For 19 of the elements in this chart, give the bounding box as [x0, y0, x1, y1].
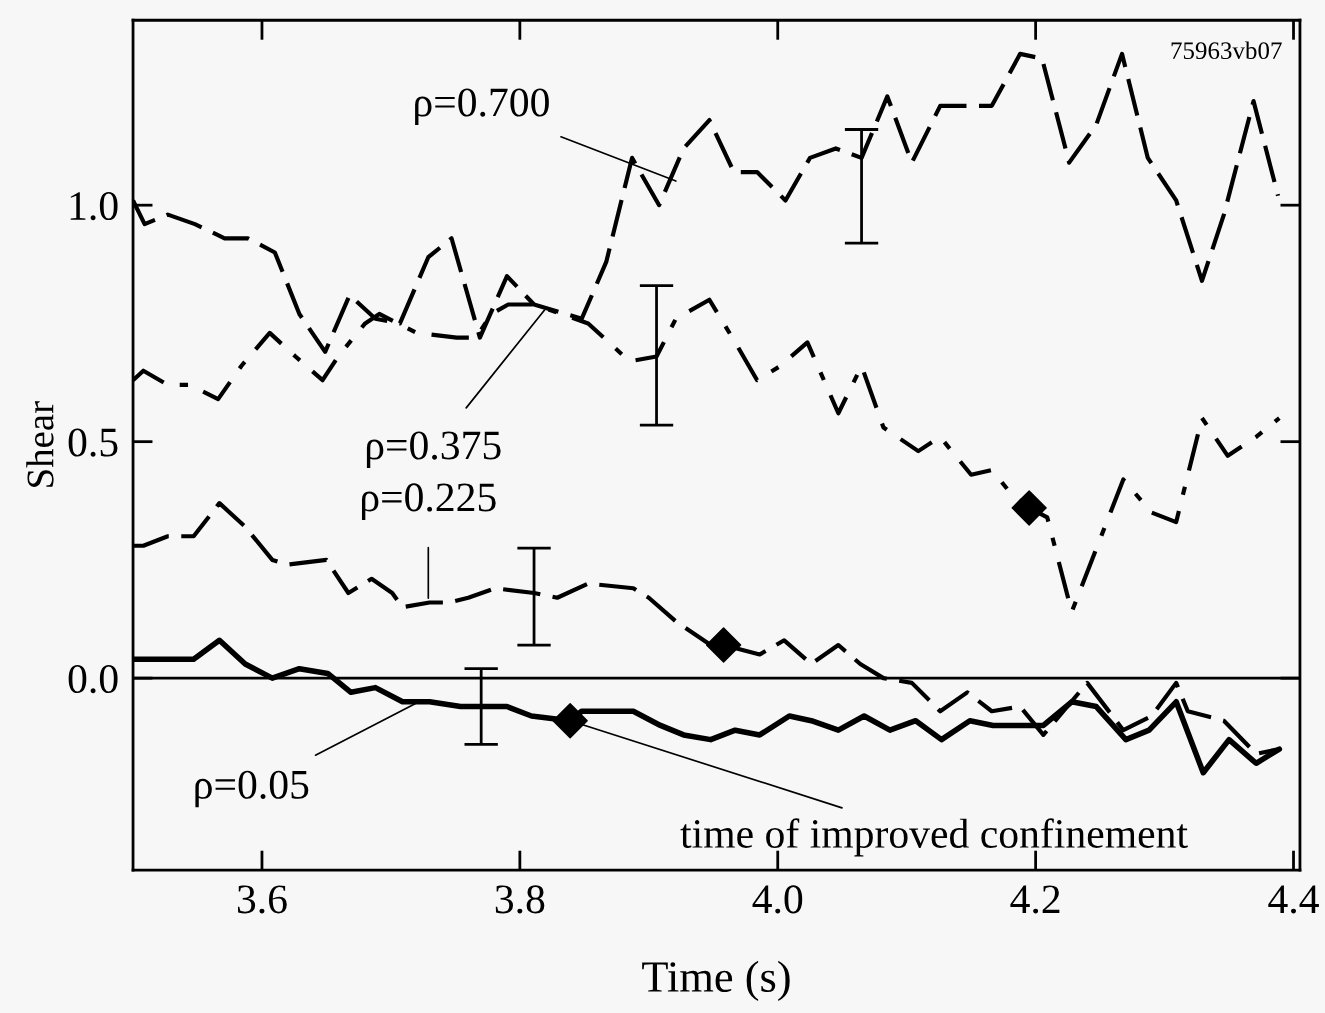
- annotation: time of improved confinement: [680, 818, 1188, 857]
- x-tick-label: 4.2: [1010, 885, 1060, 914]
- annotation: ρ=0.700: [415, 88, 549, 125]
- annotation: ρ=0.375: [366, 431, 501, 468]
- point: [552, 703, 588, 739]
- x-tick-label: 4.4: [1268, 885, 1319, 914]
- annotation: ρ=0.225: [361, 483, 496, 520]
- y-tick-label: 0.0: [68, 664, 118, 694]
- y-tick-label: 1.0: [70, 191, 118, 221]
- y-tick-label: 0.5: [68, 428, 118, 457]
- point: [705, 627, 742, 663]
- point: [1011, 490, 1047, 526]
- x-tick-label: 3.6: [237, 885, 287, 914]
- y-axis-title: Shear: [26, 401, 54, 487]
- annotation: 75963vb07: [1171, 41, 1282, 60]
- x-axis-title: Time (s): [642, 960, 790, 1002]
- x-tick-label: 3.8: [495, 885, 545, 914]
- annotation: ρ=0.05: [195, 770, 309, 808]
- x-tick-label: 4.0: [752, 885, 803, 914]
